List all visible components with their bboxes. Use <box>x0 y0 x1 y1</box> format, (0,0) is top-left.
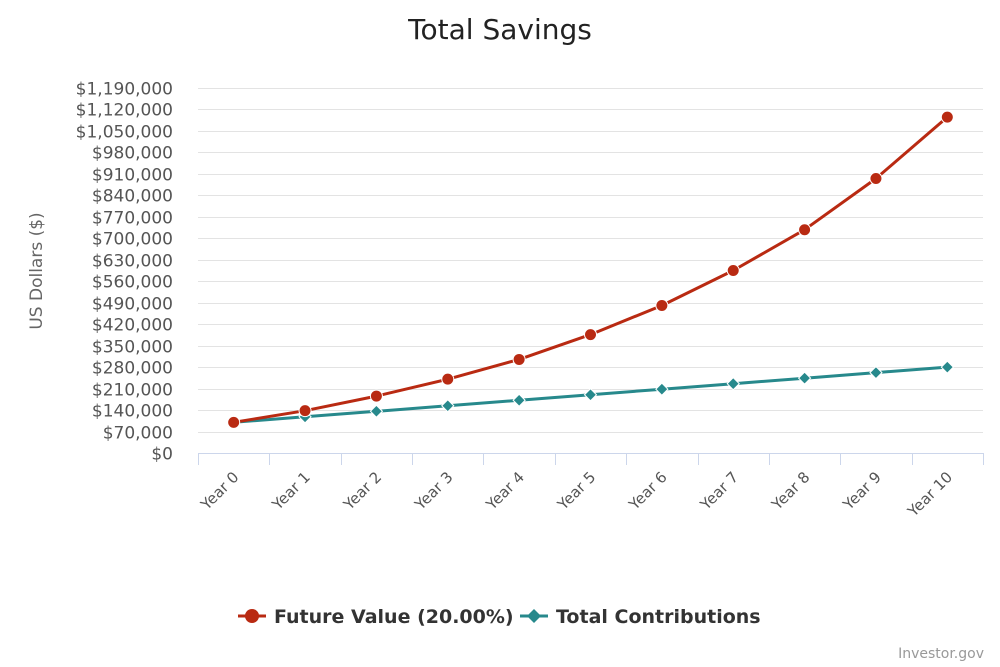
y-tick-label: $280,000 <box>92 359 173 379</box>
y-tick-label: $630,000 <box>92 252 173 272</box>
y-axis: $0$70,000$140,000$210,000$280,000$350,00… <box>76 80 173 465</box>
data-point[interactable] <box>512 393 526 407</box>
y-tick-label: $700,000 <box>92 230 173 250</box>
y-tick-label: $70,000 <box>103 424 173 444</box>
y-tick-label: $1,190,000 <box>76 80 173 100</box>
data-point[interactable] <box>655 298 669 312</box>
data-point[interactable] <box>441 372 455 386</box>
x-tick-label: Year 9 <box>839 468 885 514</box>
data-point[interactable] <box>584 328 597 342</box>
grid <box>198 88 983 433</box>
x-axis: Year 0 Year 1 Year 2 Year 3 Year 4 Year 5 Year… <box>196 453 984 521</box>
x-tick-label: Year 1 <box>268 468 314 514</box>
y-tick-label: $420,000 <box>92 316 173 336</box>
legend-label: Future Value (20.00%) <box>274 606 514 628</box>
legend-item[interactable]: Future Value (20.00%) <box>238 606 514 628</box>
y-tick-label: $840,000 <box>92 187 173 207</box>
x-tick-label: Year 5 <box>553 468 599 514</box>
data-point[interactable] <box>298 404 312 418</box>
data-point[interactable] <box>583 388 598 402</box>
data-point[interactable] <box>798 223 812 237</box>
x-tick-label: Year 4 <box>482 468 528 514</box>
data-point[interactable] <box>655 382 669 396</box>
data-point[interactable] <box>940 110 954 124</box>
data-point[interactable] <box>869 171 883 185</box>
data-point[interactable] <box>441 399 455 413</box>
legend-marker <box>245 609 259 623</box>
data-point[interactable] <box>726 376 740 391</box>
x-tick-label: Year 8 <box>767 468 813 514</box>
data-point[interactable] <box>869 365 883 380</box>
y-tick-label: $910,000 <box>92 166 173 186</box>
x-tick-label: Year 0 <box>196 468 242 514</box>
legend-marker <box>527 609 541 623</box>
x-tick-label: Year 6 <box>625 468 671 514</box>
y-tick-label: $140,000 <box>92 402 173 422</box>
legend-label: Total Contributions <box>556 606 761 628</box>
data-point[interactable] <box>227 415 241 429</box>
plot-area <box>226 110 955 430</box>
y-tick-label: $0 <box>151 445 173 465</box>
credits-link[interactable]: Investor.gov <box>898 646 984 662</box>
legend[interactable]: Future Value (20.00%) Total Contributions <box>238 606 761 628</box>
data-point[interactable] <box>512 352 526 366</box>
data-point[interactable] <box>797 371 812 385</box>
y-tick-label: $560,000 <box>92 273 173 293</box>
y-tick-label: $1,050,000 <box>76 123 173 143</box>
y-tick-label: $770,000 <box>92 209 173 229</box>
series-0 <box>227 110 954 429</box>
x-tick-label: Year 10 <box>903 468 956 521</box>
legend-item[interactable]: Total Contributions <box>520 606 761 628</box>
x-tick-label: Year 3 <box>411 468 457 514</box>
data-point[interactable] <box>369 389 383 403</box>
chart-title: Total Savings <box>407 13 592 46</box>
data-point[interactable] <box>726 264 740 277</box>
y-tick-label: $210,000 <box>92 381 173 401</box>
y-axis-title: US Dollars ($) <box>27 212 47 329</box>
series-1 <box>226 360 955 430</box>
x-tick-label: Year 2 <box>339 468 385 514</box>
x-tick-label: Year 7 <box>696 468 742 514</box>
y-tick-label: $1,120,000 <box>76 101 173 121</box>
data-point[interactable] <box>940 360 955 374</box>
y-tick-label: $490,000 <box>92 295 173 315</box>
y-tick-label: $980,000 <box>92 144 173 164</box>
y-tick-label: $350,000 <box>92 338 173 358</box>
data-point[interactable] <box>369 404 384 418</box>
